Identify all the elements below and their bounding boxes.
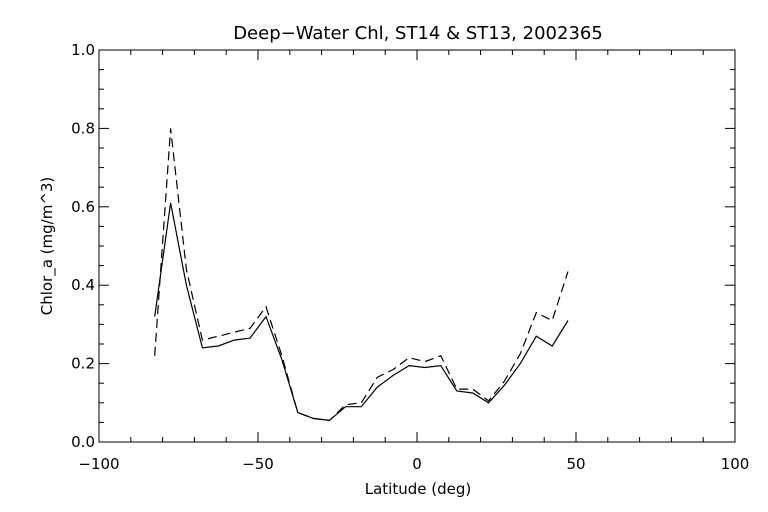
x-tick-label: −50: [242, 455, 274, 473]
x-tick-label: 0: [412, 455, 422, 473]
y-axis-label: Chlor_a (mg/m^3): [38, 177, 57, 316]
series-group: [154, 128, 569, 422]
y-tick-label: 0.2: [71, 355, 95, 373]
x-axis-label: Latitude (deg): [365, 480, 471, 498]
y-tick-label: 0.6: [71, 198, 95, 216]
y-tick-label: 1.0: [71, 41, 95, 59]
y-tick-label: 0.8: [71, 119, 95, 137]
x-tick-label: −100: [78, 455, 119, 473]
series-line-dashed: [154, 128, 569, 422]
x-tick-label: 100: [721, 455, 750, 473]
axis-ticks: [98, 49, 736, 443]
y-tick-label: 0.4: [71, 276, 95, 294]
series-line-solid: [154, 202, 569, 422]
chart-title: Deep−Water Chl, ST14 & ST13, 2002365: [233, 23, 603, 44]
tick-labels: −100 −50 0 50 100 0.0 0.2 0.4 0.6 0.8 1.0: [71, 41, 749, 473]
y-tick-label: 0.0: [71, 433, 95, 451]
plot-frame: [98, 49, 736, 443]
x-tick-label: 50: [566, 455, 585, 473]
